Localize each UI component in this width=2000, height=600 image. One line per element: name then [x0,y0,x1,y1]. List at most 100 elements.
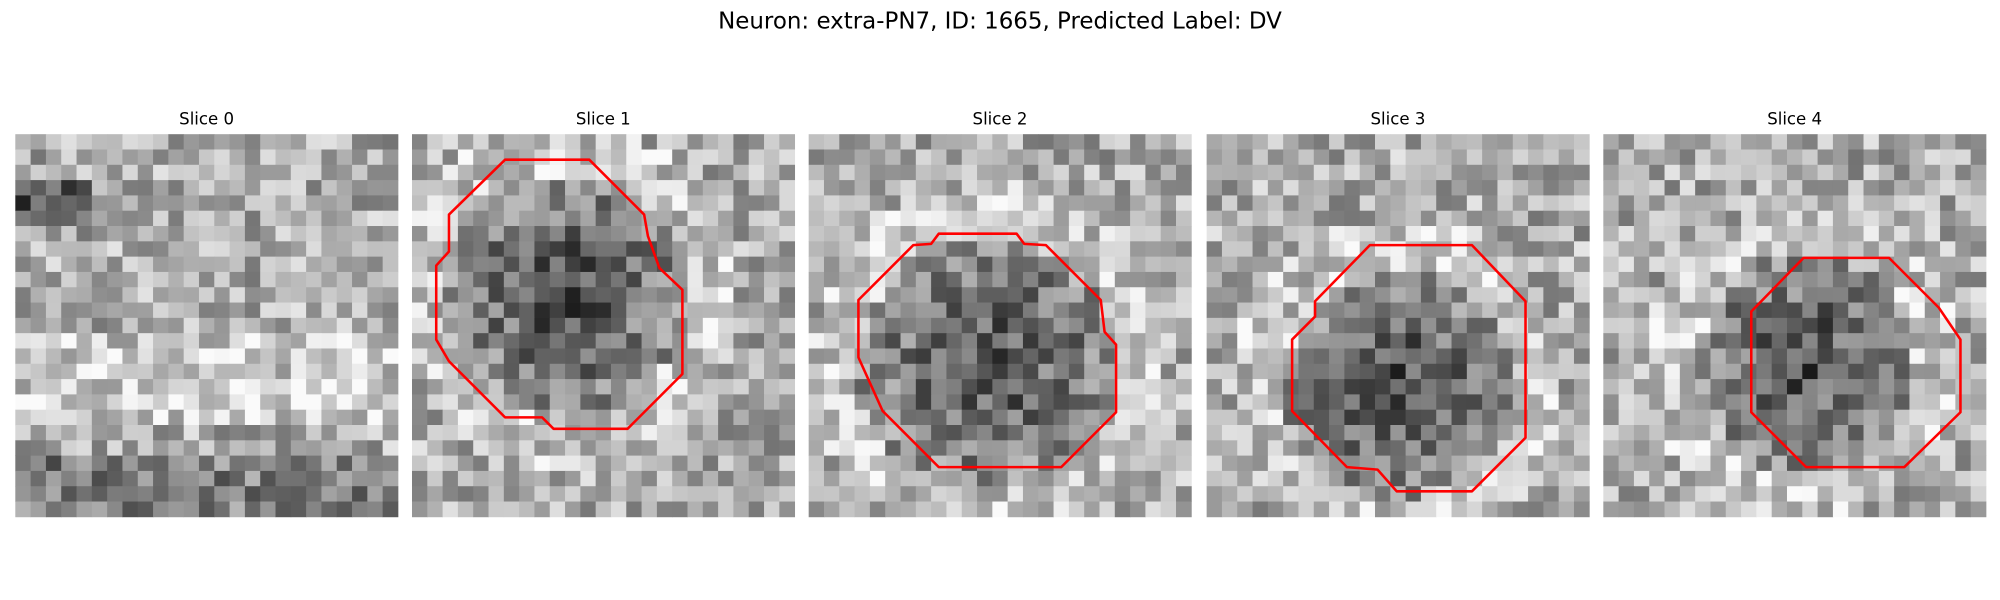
pixel [352,149,368,166]
pixel [457,379,474,395]
pixel [977,409,993,426]
pixel [168,134,185,150]
pixel [1405,210,1422,227]
pixel [687,164,704,181]
pixel [457,180,474,196]
pixel [1038,149,1054,166]
pixel [1436,379,1452,395]
pixel [1528,440,1544,456]
pixel [214,134,230,150]
pixel [869,210,886,227]
pixel [1603,425,1620,441]
pixel [610,440,627,456]
pixel [352,486,368,502]
pixel [580,363,597,380]
pixel [1649,134,1665,150]
pixel [76,379,93,395]
pixel [411,241,428,258]
pixel [1405,333,1422,349]
pixel [1267,226,1284,242]
pixel [626,425,642,441]
pixel [565,425,581,441]
pixel [1221,394,1238,411]
pixel [15,455,31,472]
pixel [1710,501,1727,518]
pixel [823,348,840,365]
pixel [1451,302,1468,319]
pixel [503,134,520,150]
pixel [1267,164,1284,181]
pixel [1924,317,1941,334]
pixel [306,348,322,365]
pixel [15,226,31,242]
pixel [1375,501,1391,518]
pixel [565,333,581,349]
pixel [61,470,77,487]
pixel [1206,180,1223,196]
pixel [1940,333,1956,349]
pixel [1007,149,1024,166]
pixel [76,164,93,181]
pixel [30,287,47,303]
pixel [1099,210,1116,227]
pixel [1451,333,1468,349]
pixel [1053,455,1070,472]
pixel [321,333,338,349]
pixel [764,134,780,150]
pixel [1832,348,1849,365]
pixel [1114,333,1131,349]
pixel [718,348,734,365]
pixel [1497,394,1514,411]
pixel [153,271,169,288]
pixel [1940,256,1956,273]
slice-title: Slice 3 [1371,110,1426,129]
pixel [1878,486,1895,502]
pixel [1848,455,1864,472]
pixel [1710,256,1727,273]
pixel [198,180,215,196]
pixel [1832,363,1849,380]
pixel [411,363,428,380]
pixel [61,149,77,166]
pixel [1436,394,1452,411]
pixel [352,287,368,303]
pixel [1283,149,1299,166]
pixel [367,440,384,456]
pixel [946,379,963,395]
pixel [900,180,917,196]
pixel [1741,470,1757,487]
pixel [1573,302,1590,319]
pixel [137,195,154,212]
pixel [1451,271,1468,288]
pixel [1099,317,1116,334]
pixel [275,256,292,273]
pixel [352,256,368,273]
pixel [1420,455,1437,472]
pixel [1329,256,1345,273]
pixel [1878,241,1895,258]
pixel [61,363,77,380]
pixel [275,440,292,456]
pixel [214,440,230,456]
pixel [1160,470,1177,487]
pixel [1267,379,1284,395]
pixel [1375,409,1391,426]
pixel [1802,501,1818,518]
pixel [1344,134,1361,150]
pixel [1068,348,1085,365]
pixel [823,440,840,456]
pixel [1543,409,1560,426]
pixel [61,271,77,288]
pixel [1084,256,1100,273]
pixel [1237,210,1253,227]
pixel [854,256,871,273]
pixel [1970,226,1987,242]
pixel [45,149,62,166]
pixel [1022,501,1039,518]
pixel [946,149,963,166]
pixel [1894,180,1910,196]
pixel [411,302,428,319]
pixel [733,164,750,181]
pixel [244,241,261,258]
pixel [153,317,169,334]
